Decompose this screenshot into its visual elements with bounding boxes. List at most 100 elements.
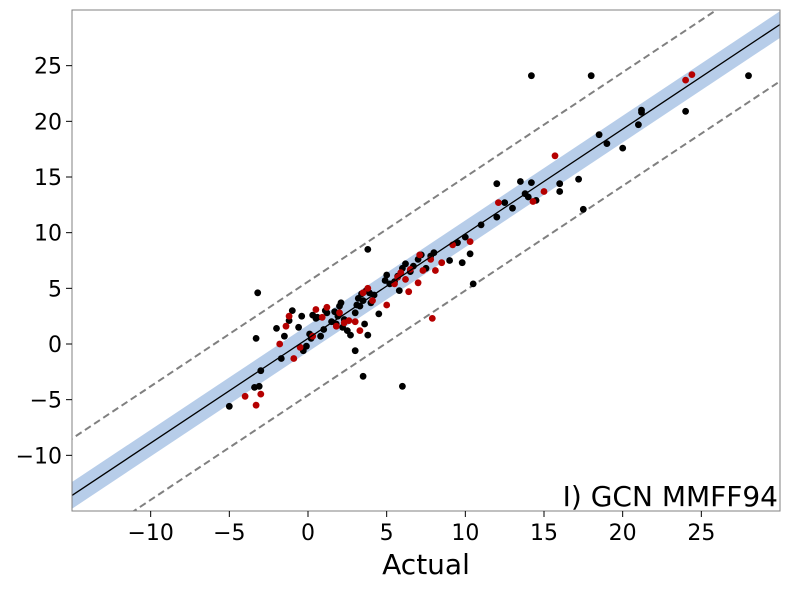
data-point: [466, 250, 474, 258]
data-point: [276, 340, 284, 348]
data-point: [273, 325, 280, 332]
panel-annotation: I) GCN MMFF94: [563, 480, 778, 513]
data-point: [255, 382, 263, 390]
data-point: [351, 318, 359, 326]
data-point: [364, 331, 372, 339]
data-point: [414, 279, 422, 287]
data-point: [432, 267, 439, 274]
y-axis: −10 −5 0 5 10 15 20 25: [16, 55, 72, 469]
data-point: [323, 303, 331, 311]
data-point: [383, 301, 391, 309]
data-point: [364, 284, 372, 292]
x-axis: −10 −5 0 5 10 15 20 25: [127, 511, 715, 546]
y-tick-label: 15: [34, 166, 62, 191]
data-point: [745, 72, 752, 80]
y-tick-label: 10: [34, 222, 62, 247]
data-point: [241, 392, 249, 400]
series-0: [225, 72, 752, 410]
data-point: [298, 312, 306, 320]
data-point: [314, 313, 321, 321]
x-tick-label: 5: [380, 521, 394, 546]
data-point: [288, 307, 296, 314]
series-1: [241, 71, 696, 409]
data-point: [524, 193, 532, 201]
x-tick-label: 20: [609, 521, 637, 546]
data-point: [493, 213, 501, 221]
data-point: [438, 259, 446, 267]
data-point: [682, 107, 689, 115]
y-tick-label: 25: [34, 55, 62, 80]
data-point: [551, 152, 559, 160]
regression-line: [72, 23, 780, 497]
data-point: [285, 312, 293, 320]
data-point: [317, 332, 324, 340]
data-point: [595, 131, 603, 139]
data-point: [405, 288, 413, 296]
data-point: [332, 322, 340, 330]
data-point: [394, 273, 402, 281]
x-tick-label: −5: [213, 521, 245, 546]
data-point: [458, 259, 466, 267]
data-point: [416, 251, 424, 259]
data-point: [575, 175, 582, 183]
data-point: [323, 309, 331, 317]
data-point: [359, 289, 367, 297]
data-point: [336, 309, 343, 317]
data-point: [320, 326, 328, 333]
data-point: [345, 317, 353, 324]
data-point: [402, 260, 409, 268]
data-point: [466, 238, 474, 246]
data-point: [281, 332, 288, 340]
y-tick-label: −10: [16, 444, 62, 469]
data-point: [619, 144, 627, 152]
data-point: [529, 198, 537, 205]
data-point: [556, 188, 564, 195]
data-point: [446, 257, 453, 264]
data-point: [528, 72, 535, 80]
x-tick-label: 25: [687, 521, 715, 546]
data-point: [638, 106, 645, 114]
x-tick-label: 10: [451, 521, 479, 546]
y-tick-label: −5: [30, 389, 62, 414]
plot-frame: [71, 9, 781, 512]
lower-bound-line: [132, 80, 780, 511]
y-tick-label: 20: [34, 110, 62, 135]
data-point: [351, 347, 359, 355]
data-point: [252, 401, 260, 409]
data-point: [359, 372, 367, 380]
y-tick-label: 5: [48, 277, 62, 302]
data-point: [395, 287, 403, 294]
data-point: [225, 402, 233, 410]
data-point: [540, 188, 548, 195]
data-point: [254, 289, 262, 297]
data-point: [419, 267, 427, 274]
data-point: [347, 331, 354, 339]
data-point: [295, 323, 302, 331]
data-point: [495, 199, 502, 207]
data-point: [682, 76, 689, 84]
data-point: [517, 178, 524, 185]
data-point: [528, 179, 535, 187]
data-point: [688, 71, 696, 78]
data-point: [501, 199, 509, 207]
data-point: [635, 121, 642, 129]
x-tick-label: −10: [127, 521, 173, 546]
data-point: [509, 204, 516, 212]
data-point: [579, 205, 587, 213]
data-point: [477, 221, 485, 229]
data-point: [402, 276, 409, 283]
data-point: [493, 180, 501, 188]
data-point: [361, 320, 368, 328]
data-point: [282, 322, 290, 330]
y-tick-label: 0: [48, 333, 62, 358]
x-tick-label: 15: [530, 521, 558, 546]
data-point: [296, 343, 304, 351]
data-point: [351, 309, 359, 317]
data-point: [257, 390, 265, 398]
data-point: [252, 335, 260, 342]
data-point: [312, 306, 320, 313]
x-tick-label: 0: [301, 521, 315, 546]
data-point: [369, 297, 376, 304]
